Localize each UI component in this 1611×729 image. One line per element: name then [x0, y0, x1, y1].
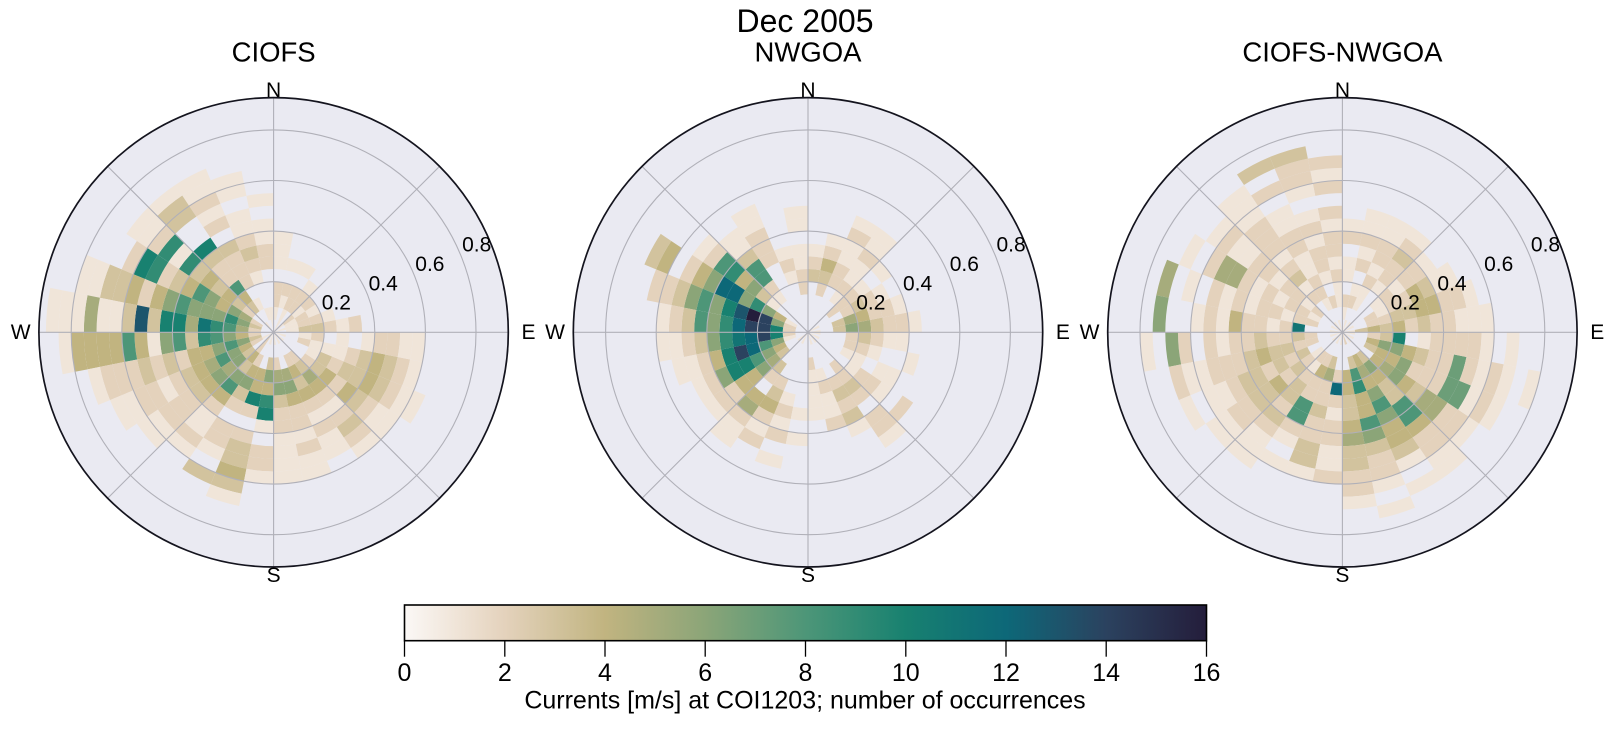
svg-text:0.2: 0.2 [1391, 292, 1420, 315]
svg-text:0.6: 0.6 [1484, 253, 1513, 276]
svg-text:0.8: 0.8 [1531, 234, 1560, 257]
svg-text:0: 0 [398, 659, 412, 687]
svg-text:12: 12 [992, 659, 1020, 687]
svg-text:Currents [m/s] at COI1203; num: Currents [m/s] at COI1203; number of occ… [524, 687, 1085, 715]
svg-text:NWGOA: NWGOA [755, 37, 863, 68]
svg-text:W: W [1080, 321, 1100, 344]
svg-text:14: 14 [1092, 659, 1120, 687]
svg-text:E: E [1590, 321, 1604, 344]
svg-text:0.2: 0.2 [322, 292, 351, 315]
svg-text:E: E [521, 321, 535, 344]
svg-text:N: N [1335, 79, 1350, 102]
svg-text:N: N [266, 79, 281, 102]
svg-text:W: W [545, 321, 565, 344]
svg-text:0.8: 0.8 [462, 234, 491, 257]
svg-text:S: S [267, 564, 281, 587]
svg-text:0.4: 0.4 [369, 272, 399, 295]
svg-text:N: N [800, 79, 815, 102]
svg-text:16: 16 [1193, 659, 1221, 687]
svg-text:2: 2 [498, 659, 512, 687]
svg-text:0.4: 0.4 [903, 272, 933, 295]
svg-text:0.4: 0.4 [1437, 272, 1467, 295]
svg-text:W: W [11, 321, 31, 344]
svg-text:S: S [1335, 564, 1349, 587]
svg-text:0.2: 0.2 [856, 292, 885, 315]
svg-text:6: 6 [698, 659, 712, 687]
svg-text:CIOFS: CIOFS [232, 37, 316, 68]
svg-text:0.6: 0.6 [950, 253, 979, 276]
svg-text:8: 8 [799, 659, 813, 687]
svg-text:0.8: 0.8 [997, 234, 1026, 257]
svg-text:0.6: 0.6 [415, 253, 444, 276]
svg-text:S: S [801, 564, 815, 587]
svg-text:E: E [1056, 321, 1070, 344]
svg-text:Dec 2005: Dec 2005 [737, 3, 874, 39]
svg-text:10: 10 [892, 659, 920, 687]
svg-text:CIOFS-NWGOA: CIOFS-NWGOA [1242, 37, 1443, 68]
svg-text:4: 4 [598, 659, 612, 687]
